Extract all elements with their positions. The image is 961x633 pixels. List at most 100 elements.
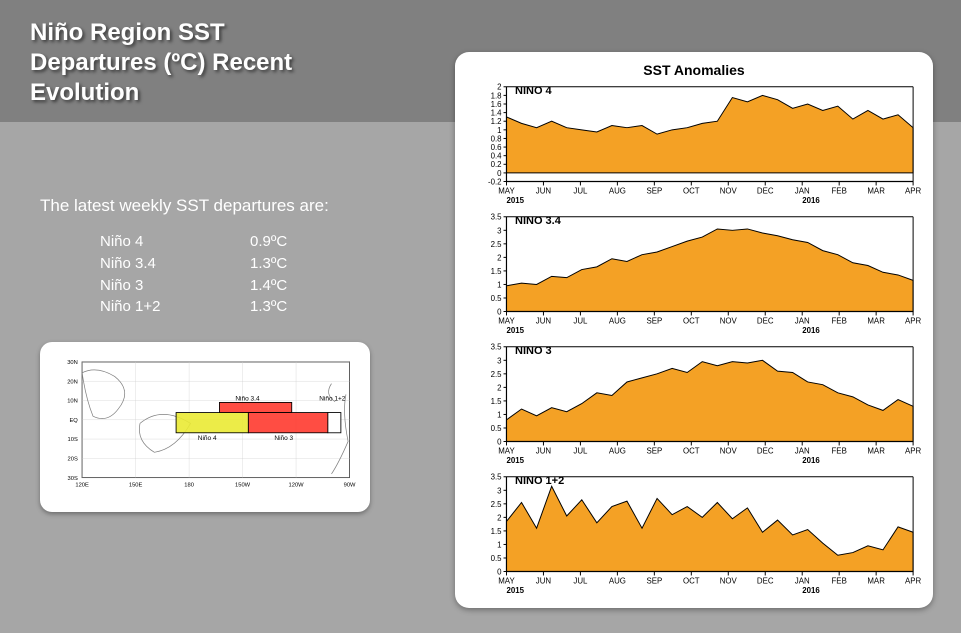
- svg-text:FEB: FEB: [832, 446, 847, 455]
- departure-row: Niño 3.41.3ºC: [100, 253, 420, 275]
- svg-text:3.5: 3.5: [491, 343, 503, 352]
- svg-text:OCT: OCT: [683, 446, 700, 455]
- departures-intro: The latest weekly SST departures are:: [40, 195, 420, 217]
- page-title: Niño Region SST Departures (ºC) Recent E…: [30, 18, 400, 108]
- svg-text:1.5: 1.5: [491, 397, 503, 406]
- svg-text:150E: 150E: [129, 482, 143, 488]
- svg-text:1: 1: [497, 280, 501, 289]
- svg-text:10S: 10S: [68, 437, 78, 443]
- svg-text:JAN: JAN: [795, 186, 810, 195]
- anomalies-card: SST Anomalies NINO 4-0.200.20.40.60.811.…: [455, 52, 933, 608]
- svg-text:JAN: JAN: [795, 576, 810, 585]
- svg-text:2016: 2016: [802, 196, 820, 205]
- svg-text:DEC: DEC: [757, 576, 774, 585]
- svg-text:90W: 90W: [344, 482, 356, 488]
- svg-text:NOV: NOV: [720, 576, 738, 585]
- svg-text:150W: 150W: [235, 482, 251, 488]
- anomaly-panel: NINO 300.511.522.533.5MAYJUNJULAUGSEPOCT…: [467, 342, 921, 468]
- svg-text:1: 1: [497, 410, 501, 419]
- svg-text:SEP: SEP: [646, 446, 662, 455]
- anomaly-panel: NINO 3.400.511.522.533.5MAYJUNJULAUGSEPO…: [467, 212, 921, 338]
- svg-text:JUN: JUN: [536, 576, 552, 585]
- svg-text:1.5: 1.5: [491, 267, 503, 276]
- svg-text:AUG: AUG: [609, 576, 626, 585]
- svg-text:1.6: 1.6: [491, 100, 503, 109]
- svg-text:JUN: JUN: [536, 446, 552, 455]
- svg-text:1.2: 1.2: [491, 117, 502, 126]
- svg-text:MAY: MAY: [498, 186, 515, 195]
- svg-text:MAR: MAR: [867, 446, 885, 455]
- svg-text:2015: 2015: [506, 586, 524, 595]
- panel-label: NINO 1+2: [515, 475, 564, 487]
- svg-text:JUN: JUN: [536, 186, 552, 195]
- title-line-2: Departures (ºC) Recent: [30, 49, 292, 76]
- svg-text:DEC: DEC: [757, 186, 774, 195]
- departure-name: Niño 1+2: [100, 296, 210, 318]
- svg-text:0: 0: [497, 437, 502, 446]
- svg-text:2: 2: [497, 513, 501, 522]
- svg-text:2.5: 2.5: [491, 500, 503, 509]
- svg-text:SEP: SEP: [646, 576, 662, 585]
- svg-text:NOV: NOV: [720, 446, 738, 455]
- svg-text:NOV: NOV: [720, 316, 738, 325]
- svg-text:2016: 2016: [802, 456, 820, 465]
- svg-text:0: 0: [497, 567, 502, 576]
- svg-text:2: 2: [497, 83, 501, 92]
- title-line-1: Niño Region SST: [30, 19, 225, 46]
- svg-text:0: 0: [497, 169, 502, 178]
- svg-text:0.8: 0.8: [491, 134, 503, 143]
- svg-text:OCT: OCT: [683, 576, 700, 585]
- svg-text:2.5: 2.5: [491, 240, 503, 249]
- svg-text:FEB: FEB: [832, 576, 847, 585]
- svg-text:APR: APR: [905, 446, 921, 455]
- departure-row: Niño 31.4ºC: [100, 275, 420, 297]
- svg-text:2.5: 2.5: [491, 370, 503, 379]
- svg-text:FEB: FEB: [832, 186, 847, 195]
- svg-text:Niño 1+2: Niño 1+2: [319, 395, 346, 402]
- svg-text:2016: 2016: [802, 326, 820, 335]
- anomaly-panel: NINO 4-0.200.20.40.60.811.21.41.61.82MAY…: [467, 82, 921, 208]
- svg-text:3: 3: [497, 226, 502, 235]
- map-svg: 30N20N10NEQ10S20S30S120E150E180150W120W9…: [46, 348, 364, 506]
- svg-text:2015: 2015: [506, 326, 524, 335]
- svg-text:JUL: JUL: [573, 186, 588, 195]
- svg-text:1: 1: [497, 126, 501, 135]
- svg-text:DEC: DEC: [757, 446, 774, 455]
- svg-text:JUL: JUL: [573, 446, 588, 455]
- svg-text:MAY: MAY: [498, 316, 515, 325]
- anomalies-panels: NINO 4-0.200.20.40.60.811.21.41.61.82MAY…: [467, 82, 921, 598]
- svg-text:1.4: 1.4: [491, 109, 503, 118]
- svg-text:0: 0: [497, 307, 502, 316]
- svg-text:MAR: MAR: [867, 186, 885, 195]
- svg-text:JAN: JAN: [795, 446, 810, 455]
- svg-text:180: 180: [184, 482, 194, 488]
- svg-text:AUG: AUG: [609, 446, 626, 455]
- svg-text:OCT: OCT: [683, 316, 700, 325]
- svg-text:0.4: 0.4: [491, 152, 503, 161]
- svg-text:3: 3: [497, 356, 502, 365]
- panel-label: NINO 4: [515, 85, 552, 97]
- svg-text:30N: 30N: [67, 360, 78, 366]
- svg-text:3.5: 3.5: [491, 213, 503, 222]
- svg-text:SEP: SEP: [646, 186, 662, 195]
- svg-text:2015: 2015: [506, 456, 524, 465]
- svg-text:FEB: FEB: [832, 316, 847, 325]
- svg-text:Niño 4: Niño 4: [198, 435, 217, 442]
- svg-text:NOV: NOV: [720, 186, 738, 195]
- svg-text:MAY: MAY: [498, 576, 515, 585]
- svg-text:DEC: DEC: [757, 316, 774, 325]
- svg-text:1: 1: [497, 540, 501, 549]
- departure-value: 0.9ºC: [250, 231, 287, 253]
- svg-text:JUL: JUL: [573, 316, 588, 325]
- departure-value: 1.4ºC: [250, 275, 287, 297]
- svg-text:JAN: JAN: [795, 316, 810, 325]
- departure-value: 1.3ºC: [250, 253, 287, 275]
- svg-text:0.6: 0.6: [491, 143, 503, 152]
- svg-text:MAR: MAR: [867, 316, 885, 325]
- svg-text:-0.2: -0.2: [488, 177, 502, 186]
- svg-text:JUN: JUN: [536, 316, 552, 325]
- left-column: The latest weekly SST departures are: Ni…: [40, 195, 420, 512]
- svg-text:Niño 3.4: Niño 3.4: [235, 395, 260, 402]
- departure-name: Niño 4: [100, 231, 210, 253]
- svg-text:SEP: SEP: [646, 316, 662, 325]
